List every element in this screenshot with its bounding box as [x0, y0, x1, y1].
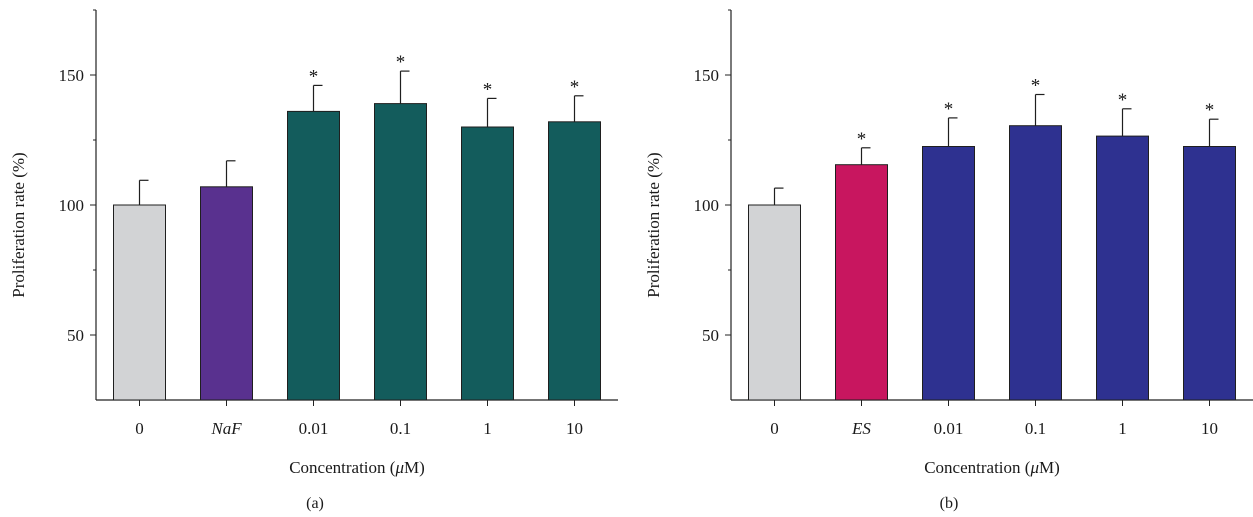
bar-0_01: [287, 110, 340, 401]
chart-panel-b: 50 100 150 0 * ES * 0.01 * 0.1 * 1 * 10 Concentration …: [644, 9, 1253, 512]
significance-marker: *: [944, 99, 954, 120]
x-tick-label: 0: [770, 419, 779, 438]
significance-marker: *: [396, 52, 406, 73]
y-axis-title: Proliferation rate (%): [9, 152, 28, 297]
x-tick-label: 1: [483, 419, 492, 438]
x-tick-label: 0.1: [390, 419, 411, 438]
x-tick-label: NaF: [210, 419, 242, 438]
x-tick-label: 0.01: [934, 419, 964, 438]
significance-marker: *: [570, 77, 580, 98]
x-tick-label: 0: [135, 419, 144, 438]
bar-10: [1183, 146, 1236, 401]
y-axis-title: Proliferation rate (%): [644, 152, 663, 297]
y-tick-label: 50: [702, 326, 719, 345]
x-axis-title-unit-symbol: μ: [1029, 458, 1039, 477]
x-axis-title: Concentration (μM): [924, 458, 1060, 477]
bar-NaF: [200, 186, 253, 401]
bar-0_1: [1009, 125, 1062, 401]
x-tick-label: 10: [1201, 419, 1218, 438]
significance-marker: *: [1031, 76, 1041, 97]
panel-label: (b): [940, 495, 959, 512]
significance-marker: *: [1205, 100, 1215, 121]
y-tick-label: 50: [67, 326, 84, 345]
y-tick-label: 150: [694, 66, 720, 85]
x-tick-label: 0.01: [299, 419, 329, 438]
bar-0: [113, 204, 166, 401]
y-tick-label: 150: [59, 66, 85, 85]
significance-marker: *: [857, 129, 867, 150]
x-axis-title: Concentration (μM): [289, 458, 425, 477]
y-tick-label: 100: [694, 196, 720, 215]
x-axis-title-prefix: Concentration (: [289, 458, 396, 477]
x-axis-title-suffix: M): [404, 458, 425, 477]
bar-0: [748, 204, 801, 401]
bar-0_01: [922, 146, 975, 401]
bar-ES: [835, 164, 888, 401]
significance-marker: *: [309, 66, 319, 87]
bar-1: [1096, 135, 1149, 401]
significance-marker: *: [483, 79, 493, 100]
bar-0_1: [374, 103, 427, 401]
panel-label: (a): [306, 495, 324, 512]
chart-panel-a: 50 100 150 0 NaF * 0.01 * 0.1 * 1 * 10 Concentration …: [9, 9, 618, 512]
x-tick-label: 0.1: [1025, 419, 1046, 438]
x-axis-title-suffix: M): [1039, 458, 1060, 477]
significance-marker: *: [1118, 90, 1128, 111]
x-tick-label: ES: [851, 419, 871, 438]
x-tick-label: 1: [1118, 419, 1127, 438]
bar-1: [461, 126, 514, 401]
x-axis-title-prefix: Concentration (: [924, 458, 1031, 477]
x-axis-title-unit-symbol: μ: [394, 458, 404, 477]
bar-10: [548, 121, 601, 401]
x-tick-label: 10: [566, 419, 583, 438]
y-tick-label: 100: [59, 196, 85, 215]
